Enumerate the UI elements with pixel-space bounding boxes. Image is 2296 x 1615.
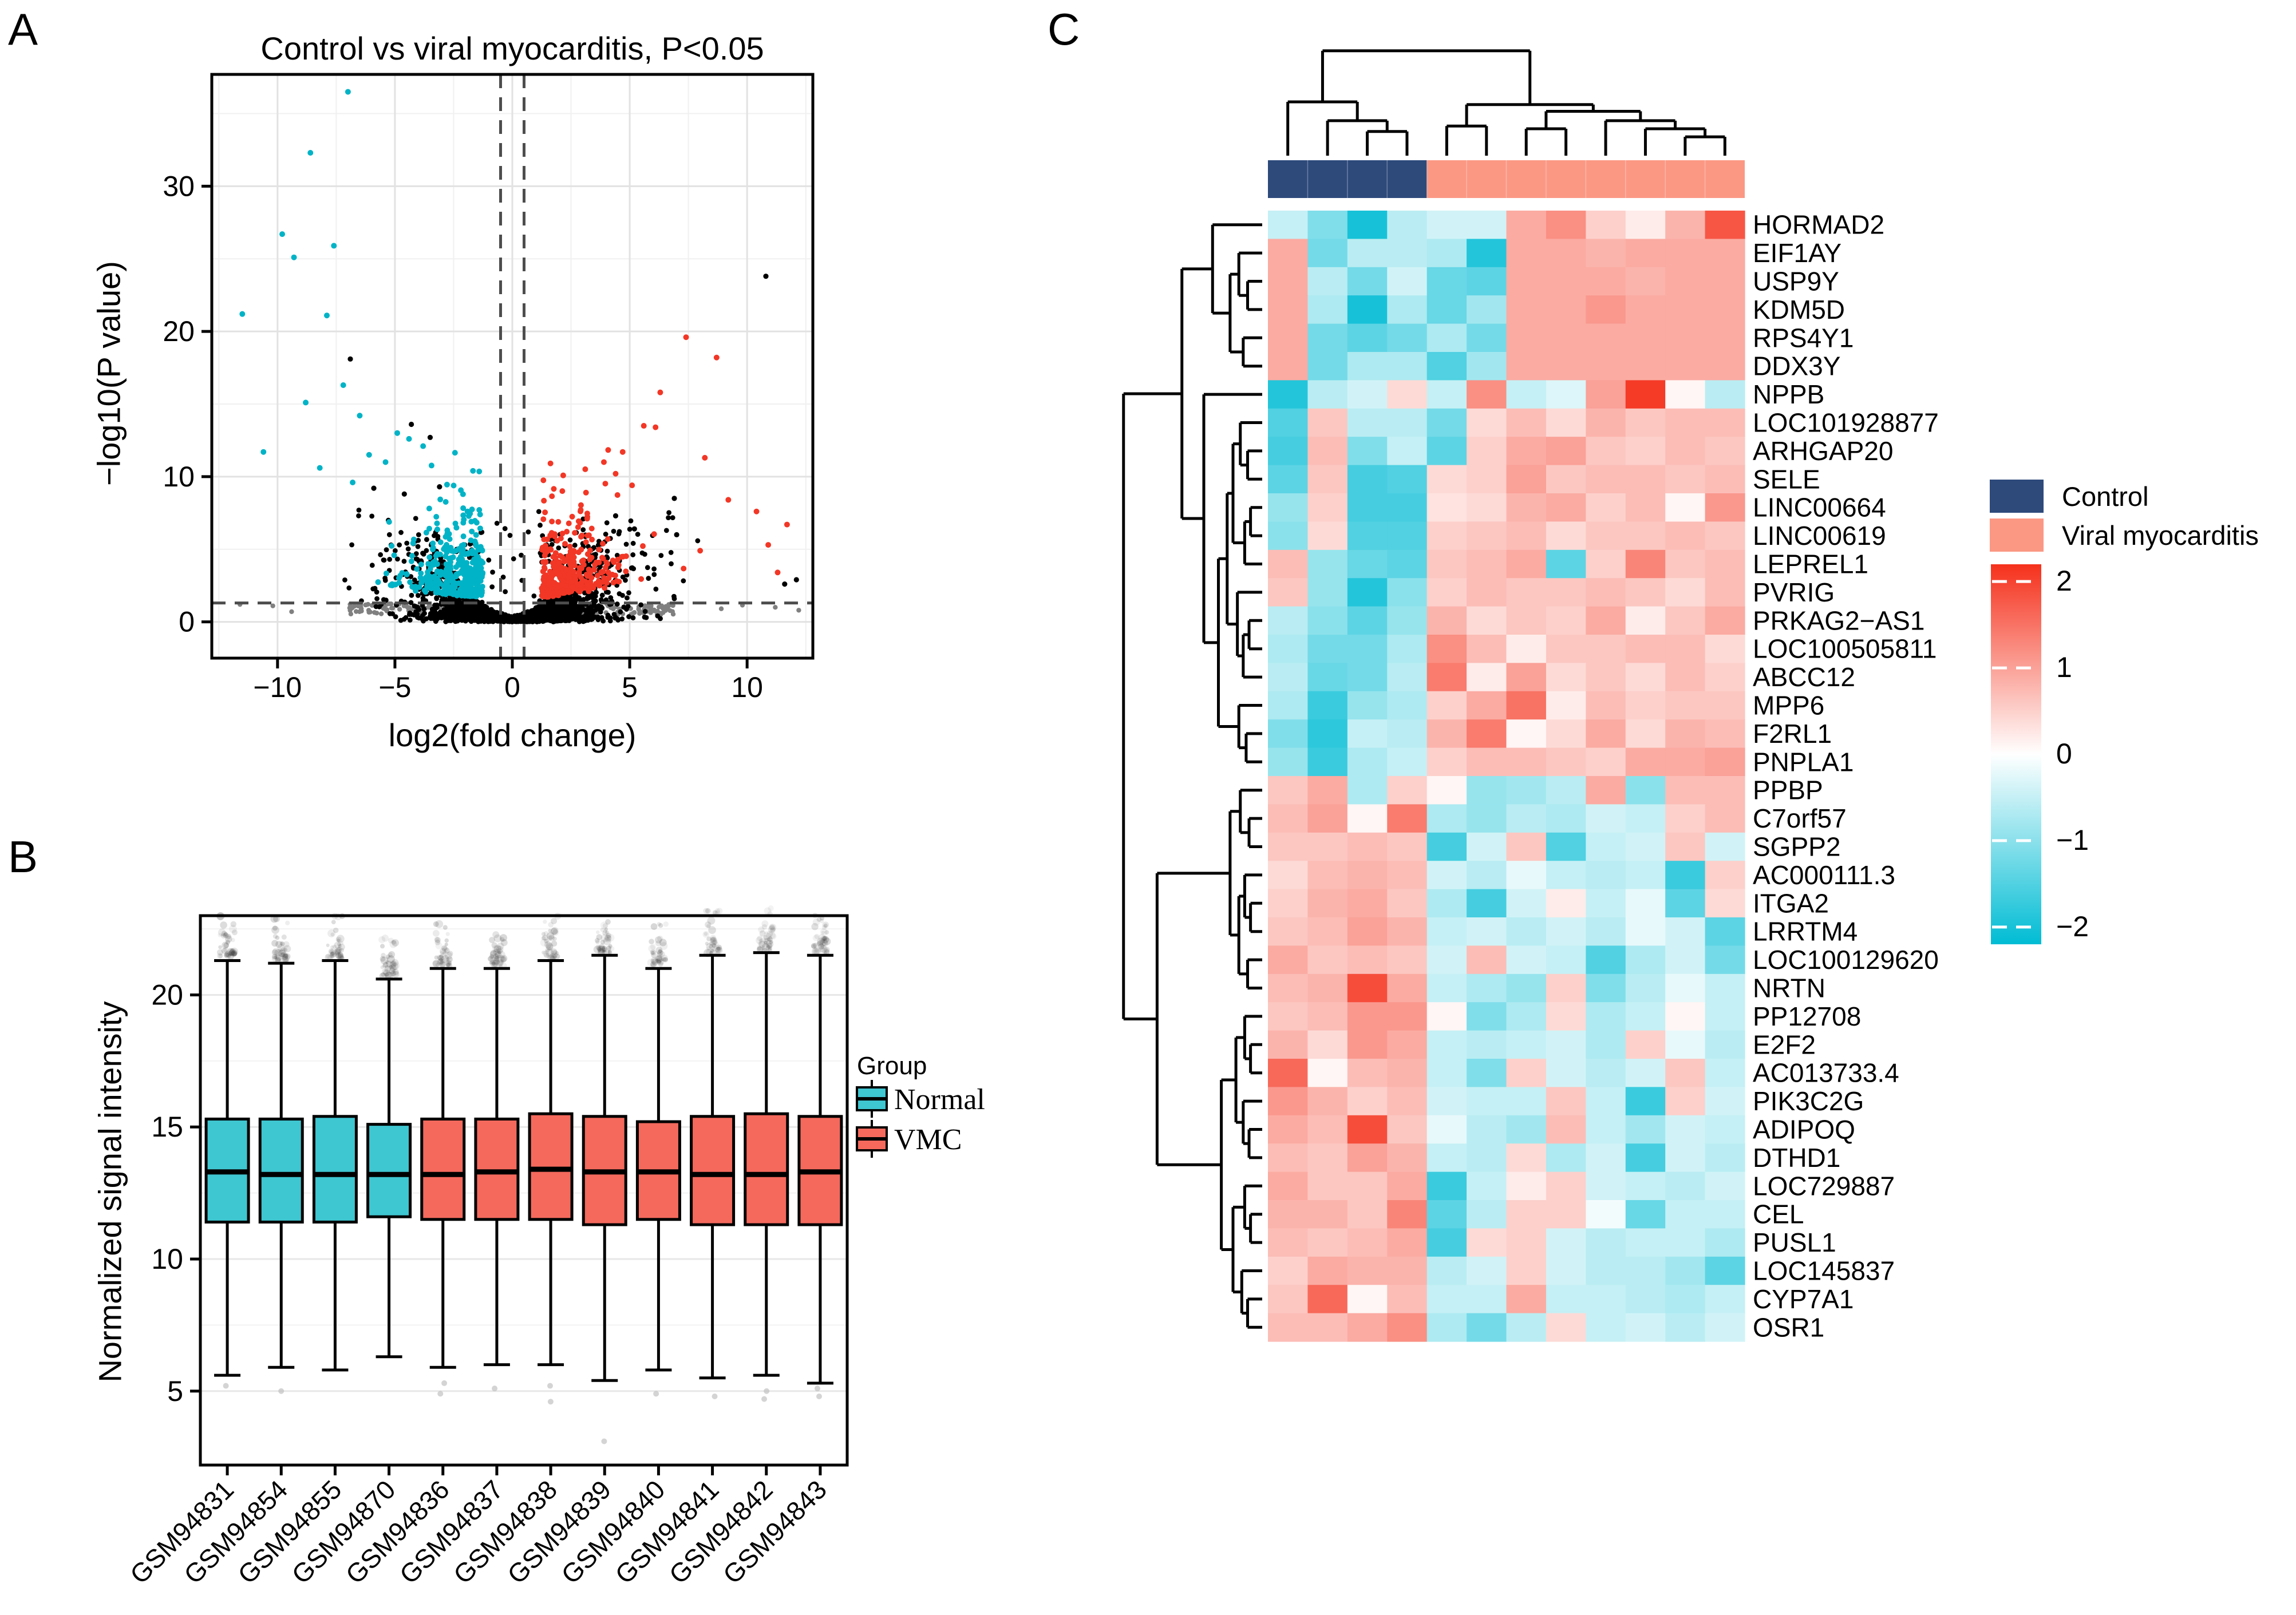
svg-text:0: 0 [2056,738,2072,770]
box-GSM94842 [744,905,789,1402]
heatmap-color-scale: 2 1 0 −1 −2 [1991,564,2089,944]
heatmap-legend-label-control: Control [2062,481,2149,512]
svg-text:KDM5D: KDM5D [1753,295,1845,324]
box-GSM94837 [474,931,520,1392]
boxplot-panel-border [199,914,849,1467]
column-dendrogram [1286,49,1726,156]
svg-text:USP9Y: USP9Y [1753,267,1839,296]
panel-a: A Control vs viral myocarditis, P<0.05 −… [0,0,973,801]
boxplot-legend-label-vmc: VMC [894,1123,962,1156]
svg-text:PVRIG: PVRIG [1753,577,1835,607]
svg-text:LINC00664: LINC00664 [1753,493,1886,522]
boxplot-boxes [204,905,843,1444]
svg-text:LEPREL1: LEPREL1 [1753,549,1868,579]
box-GSM94841 [690,908,736,1399]
legend-key-Normal [856,1080,888,1118]
panel-b-letter: B [8,832,38,882]
volcano-threshold-lines [212,74,813,658]
svg-text:AC000111.3: AC000111.3 [1753,860,1895,890]
svg-text:NPPB: NPPB [1753,379,1824,409]
box-GSM94840 [635,921,681,1397]
svg-text:NRTN: NRTN [1753,973,1825,1003]
svg-text:ARHGAP20: ARHGAP20 [1753,436,1893,466]
box-GSM94838 [528,912,574,1405]
svg-text:ADIPOQ: ADIPOQ [1753,1115,1855,1145]
heatmap-gene-labels: HORMAD2EIF1AYUSP9YKDM5DRPS4Y1DDX3YNPPBLO… [1753,210,1939,1343]
legend-swatch-control [1990,480,2044,513]
boxplot-plot-area: 5101520GSM94831GSM94854GSM94855GSM94870G… [124,905,849,1590]
svg-text:EIF1AY: EIF1AY [1753,238,1841,268]
box-GSM94831 [204,912,250,1389]
svg-text:RPS4Y1: RPS4Y1 [1753,323,1854,353]
volcano-points-layer [238,89,801,624]
boxplot-legend-keys [856,1080,888,1158]
svg-text:CEL: CEL [1753,1200,1804,1229]
svg-text:LOC101928877: LOC101928877 [1753,408,1939,438]
svg-text:LOC145837: LOC145837 [1753,1256,1895,1286]
panel-c: C HORMAD2 EIF1AY USP9Y KDM5D RPS4Y1 DDX3Y NPPB… [1030,0,2296,1615]
boxplot-legend-label-normal: Normal [894,1083,985,1116]
box-GSM94854 [258,915,304,1394]
panel-b: B Normalized signal intensity 5 10 15 20 GSM… [0,801,1030,1615]
svg-text:OSR1: OSR1 [1753,1312,1824,1342]
svg-text:CYP7A1: CYP7A1 [1753,1284,1854,1314]
box-GSM94870 [366,935,412,1359]
volcano-x-axis-label: log2(fold change) [388,717,637,753]
volcano-title: Control vs viral myocarditis, P<0.05 [260,30,764,66]
svg-text:PP12708: PP12708 [1753,1002,1861,1031]
svg-text:−2: −2 [2056,911,2089,943]
svg-text:PNPLA1: PNPLA1 [1753,747,1854,777]
legend-swatch-viral-myocarditis [1990,518,2044,552]
svg-text:SELE: SELE [1753,464,1820,494]
svg-text:ITGA2: ITGA2 [1753,888,1829,918]
row-dendrogram [1122,223,1262,1329]
heatmap-column-annotation [1268,160,1745,198]
box-GSM94843 [797,912,843,1399]
svg-text:PPBP: PPBP [1753,775,1823,805]
svg-text:E2F2: E2F2 [1753,1030,1816,1059]
heatmap-legend-label-viral-myocarditis: Viral myocarditis [2062,520,2259,551]
heatmap-chart: HORMAD2EIF1AYUSP9YKDM5DRPS4Y1DDX3YNPPBLO… [1122,49,2089,1342]
svg-text:MPP6: MPP6 [1753,691,1824,721]
boxplot-chart: 5101520GSM94831GSM94854GSM94855GSM94870G… [124,905,888,1590]
svg-text:SGPP2: SGPP2 [1753,832,1840,862]
svg-text:DTHD1: DTHD1 [1753,1143,1840,1173]
panel-a-letter: A [8,4,38,54]
svg-text:HORMAD2: HORMAD2 [1753,210,1884,240]
svg-text:1: 1 [2056,651,2072,683]
svg-text:2: 2 [2056,565,2072,597]
svg-text:PRKAG2−AS1: PRKAG2−AS1 [1753,605,1924,635]
svg-text:LRRTM4: LRRTM4 [1753,917,1858,947]
box-GSM94839 [582,919,627,1444]
legend-key-VMC [856,1120,888,1158]
svg-text:AC013733.4: AC013733.4 [1753,1058,1899,1088]
svg-text:LOC729887: LOC729887 [1753,1171,1895,1201]
svg-text:LOC100505811: LOC100505811 [1753,634,1937,664]
svg-text:PUSL1: PUSL1 [1753,1228,1836,1257]
boxplot-legend-title: Group [857,1052,927,1080]
svg-text:−1: −1 [2056,824,2089,856]
box-GSM94855 [312,913,358,1372]
svg-text:ABCC12: ABCC12 [1753,662,1855,692]
volcano-grid [212,74,813,658]
svg-text:DDX3Y: DDX3Y [1753,351,1840,381]
box-GSM94836 [420,920,466,1397]
svg-text:LOC100129620: LOC100129620 [1753,945,1939,975]
panel-c-letter: C [1048,4,1080,54]
heatmap-cells [1268,211,1745,1342]
svg-text:F2RL1: F2RL1 [1753,719,1832,749]
svg-text:C7orf57: C7orf57 [1753,803,1847,833]
svg-text:LINC00619: LINC00619 [1753,521,1886,551]
svg-text:PIK3C2G: PIK3C2G [1753,1086,1864,1116]
